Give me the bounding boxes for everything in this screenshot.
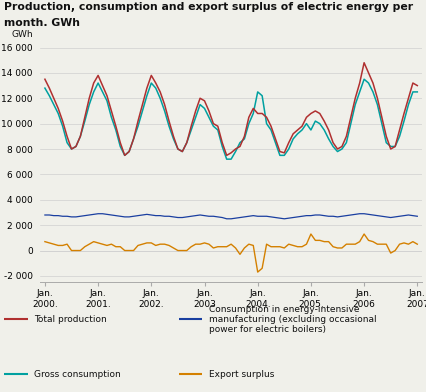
Text: Export surplus: Export surplus bbox=[209, 370, 274, 379]
Text: Gross consumption: Gross consumption bbox=[34, 370, 121, 379]
Text: Production, consumption and export surplus of electric energy per: Production, consumption and export surpl… bbox=[4, 2, 413, 12]
Text: Total production: Total production bbox=[34, 315, 107, 324]
Text: month. GWh: month. GWh bbox=[4, 18, 80, 28]
Text: Consumption in energy-intensive
manufacturing (excluding occasional
power for el: Consumption in energy-intensive manufact… bbox=[209, 305, 376, 334]
Text: GWh: GWh bbox=[12, 30, 34, 39]
